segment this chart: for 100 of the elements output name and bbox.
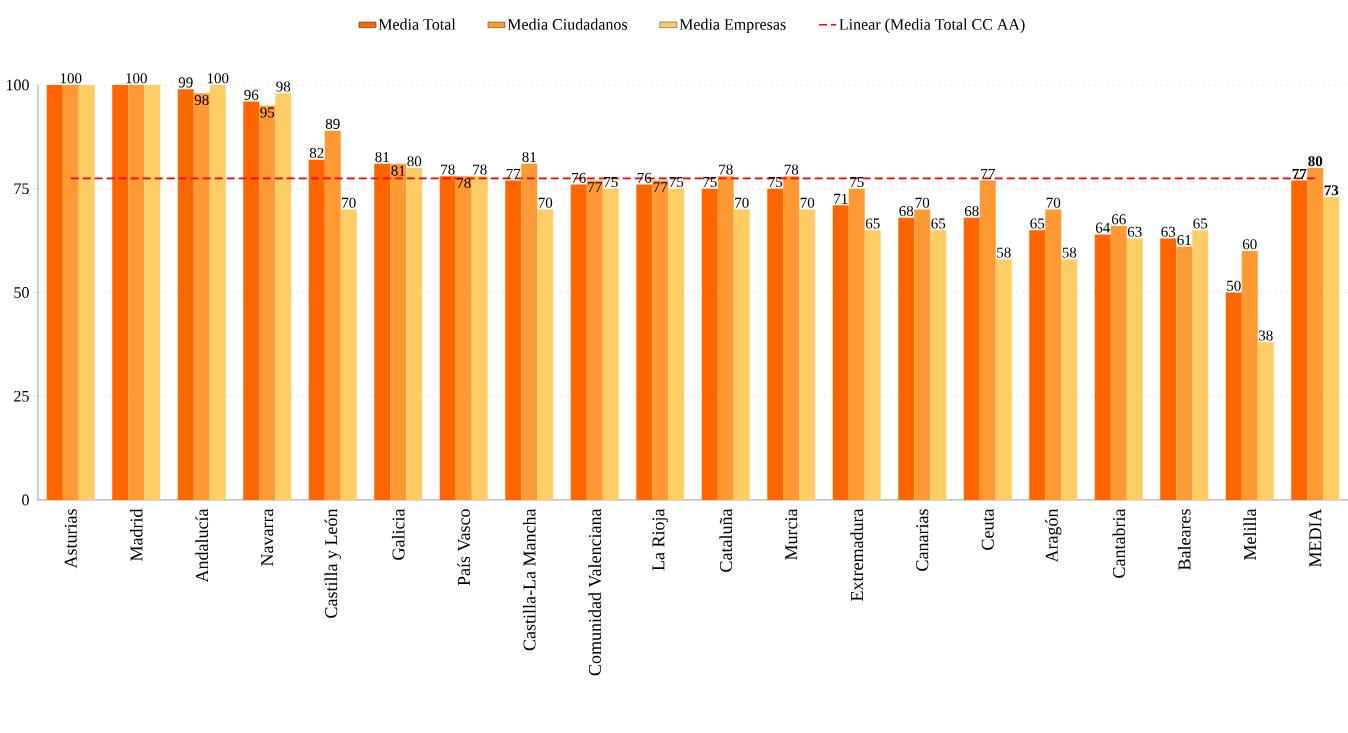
bar bbox=[701, 188, 718, 500]
bar bbox=[898, 217, 915, 500]
bar bbox=[995, 259, 1012, 500]
data-label: 68 bbox=[964, 205, 979, 217]
bar bbox=[1029, 230, 1046, 500]
bar bbox=[602, 188, 619, 500]
data-label: 95 bbox=[260, 107, 275, 118]
data-label: 70 bbox=[800, 197, 815, 208]
data-label: 61 bbox=[1177, 235, 1191, 246]
bar bbox=[406, 168, 423, 500]
bar bbox=[914, 209, 931, 500]
bar bbox=[46, 84, 63, 500]
bar bbox=[340, 209, 357, 500]
data-label: 82 bbox=[309, 147, 324, 158]
bar bbox=[717, 176, 734, 500]
bar bbox=[1323, 197, 1340, 500]
bar bbox=[78, 84, 95, 500]
y-tick-label: 100 bbox=[6, 79, 29, 91]
data-label: 78 bbox=[473, 164, 487, 175]
data-label: 100 bbox=[60, 73, 82, 84]
data-label: 65 bbox=[865, 218, 880, 229]
bar bbox=[112, 84, 129, 500]
x-tick-label: Asturias bbox=[64, 509, 77, 569]
x-tick-label: MEDIA bbox=[1309, 508, 1322, 568]
data-label: 99 bbox=[178, 77, 193, 88]
bar bbox=[963, 217, 980, 500]
bar bbox=[1291, 180, 1308, 500]
bar bbox=[275, 93, 292, 500]
x-tick-label: La Rioja bbox=[652, 508, 669, 571]
bar bbox=[979, 180, 996, 500]
data-label: 77 bbox=[506, 168, 521, 179]
data-label: 65 bbox=[1030, 218, 1045, 229]
bar bbox=[930, 230, 947, 500]
data-label: 78 bbox=[457, 178, 471, 189]
bar bbox=[783, 176, 800, 500]
bar bbox=[177, 89, 194, 500]
data-label: 89 bbox=[325, 118, 340, 129]
bar bbox=[1192, 230, 1209, 500]
x-tick-label: Aragón bbox=[1045, 508, 1062, 563]
data-label: 77 bbox=[1292, 168, 1307, 179]
x-tick-label: Murcia bbox=[785, 508, 798, 560]
data-label: 81 bbox=[522, 152, 536, 163]
data-label: 98 bbox=[194, 94, 209, 106]
data-label: 70 bbox=[915, 197, 930, 208]
data-label: 71 bbox=[834, 193, 848, 204]
data-label: 75 bbox=[703, 177, 717, 188]
bar bbox=[570, 184, 587, 500]
x-tick-label: Madrid bbox=[129, 508, 143, 561]
x-tick-label: Cataluña bbox=[719, 508, 733, 572]
bar bbox=[1110, 226, 1127, 500]
bar bbox=[193, 93, 210, 500]
bar bbox=[128, 84, 145, 500]
data-label: 77 bbox=[588, 182, 602, 192]
data-label: 75 bbox=[850, 177, 864, 188]
data-label: 64 bbox=[1095, 222, 1111, 233]
bar bbox=[439, 176, 456, 500]
bar bbox=[259, 105, 276, 500]
data-label: 70 bbox=[735, 197, 749, 208]
bar bbox=[1257, 342, 1274, 500]
bar bbox=[521, 163, 538, 500]
bar bbox=[733, 209, 750, 500]
x-tick-label: Andalucía bbox=[195, 508, 209, 583]
bar bbox=[455, 176, 472, 500]
data-label: 58 bbox=[1062, 247, 1077, 258]
x-tick-label: País Vasco bbox=[457, 509, 471, 586]
data-label: 58 bbox=[997, 247, 1011, 258]
bar bbox=[799, 209, 816, 500]
data-label: 70 bbox=[342, 197, 356, 208]
data-label: 81 bbox=[375, 152, 389, 163]
y-tick-label: 25 bbox=[14, 390, 29, 402]
bar bbox=[62, 84, 79, 500]
bar bbox=[209, 84, 226, 500]
data-label: 75 bbox=[604, 177, 618, 188]
data-label: 100 bbox=[126, 73, 147, 84]
bar bbox=[586, 180, 603, 500]
x-tick-label: Castilla y León bbox=[324, 508, 341, 618]
bar bbox=[832, 205, 849, 500]
bar bbox=[864, 230, 881, 500]
bar bbox=[652, 180, 669, 500]
y-tick-label: 50 bbox=[14, 287, 29, 298]
bar bbox=[374, 163, 391, 500]
data-label: 96 bbox=[244, 89, 259, 100]
x-tick-label: Galicia bbox=[391, 508, 405, 560]
bar bbox=[1061, 259, 1078, 500]
data-label: 98 bbox=[276, 81, 291, 92]
data-label: 70 bbox=[1046, 197, 1061, 208]
data-label: 70 bbox=[538, 197, 553, 208]
bar bbox=[144, 84, 161, 500]
bar bbox=[471, 176, 488, 500]
data-label: 77 bbox=[653, 182, 668, 192]
data-label: 65 bbox=[1193, 218, 1208, 229]
data-label: 75 bbox=[768, 177, 783, 188]
bar bbox=[243, 101, 260, 500]
bar bbox=[505, 180, 522, 500]
x-tick-label: Ceuta bbox=[981, 508, 994, 550]
bar bbox=[537, 209, 554, 500]
y-tick-label: 0 bbox=[22, 494, 29, 506]
bar bbox=[308, 159, 325, 500]
bar bbox=[668, 188, 685, 500]
bar bbox=[1176, 246, 1193, 500]
